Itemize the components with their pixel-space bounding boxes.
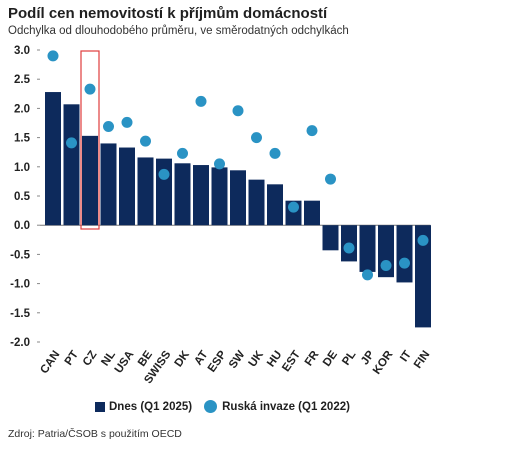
legend-label-dot: Ruská invaze (Q1 2022)	[222, 400, 350, 413]
dot-it	[399, 257, 410, 269]
y-tick-label: -1.0	[10, 279, 30, 291]
x-tick-label-kor: KOR	[371, 348, 396, 376]
y-tick-label: 0.5	[14, 191, 31, 203]
dot-at	[195, 95, 207, 107]
x-tick-label-uk: UK	[247, 348, 267, 369]
legend: Dnes (Q1 2025) Ruská invaze (Q1 2022)	[95, 400, 362, 413]
bar-jp	[359, 225, 376, 272]
bar-hu	[267, 184, 283, 226]
dot-pt	[66, 137, 77, 149]
dot-swiss	[158, 168, 170, 180]
y-tick-label: 2.5	[14, 74, 31, 86]
y-tick-label: 1.5	[14, 133, 31, 145]
x-tick-label-est: EST	[280, 349, 303, 374]
dot-nl	[103, 121, 114, 133]
bar-it	[396, 225, 413, 283]
dot-cz	[84, 83, 96, 95]
dot-sw	[232, 105, 244, 117]
bar-nl	[100, 143, 117, 226]
y-tick-label: -0.5	[10, 249, 30, 261]
chart-title: Podíl cen nemovitostí k příjmům domácnos…	[8, 5, 328, 22]
y-tick-label: -1.5	[10, 308, 30, 320]
y-tick-label: 1.0	[14, 162, 30, 174]
dot-kor	[380, 259, 392, 271]
y-tick-label: 3.0	[14, 45, 30, 57]
dot-uk	[251, 132, 262, 144]
x-tick-label-it: IT	[398, 349, 414, 364]
highlight-box-cz	[80, 50, 100, 230]
x-tick-label-can: CAN	[38, 349, 62, 376]
y-tick-label: 2.0	[14, 103, 30, 115]
x-tick-label-dk: DK	[173, 348, 193, 369]
x-tick-label-pt: PT	[63, 349, 81, 368]
y-tick-label: 0.0	[14, 220, 30, 232]
bar-cz	[82, 135, 98, 226]
chart-plot: 3.0 2.5 2.0 1.5 1.0 0.5 0.0 -0.5 -1.0 -1.5 -2.0 CAN…	[10, 45, 432, 386]
dot-fin	[417, 234, 429, 246]
legend-item-dot: Ruská invaze (Q1 2022)	[204, 400, 350, 413]
dot-pl	[343, 242, 355, 254]
dot-be	[140, 135, 151, 147]
bar-de	[322, 225, 339, 251]
bar-fin	[415, 225, 431, 328]
dot-est	[288, 201, 299, 213]
bar-pt	[63, 104, 80, 226]
bar-swiss	[156, 158, 172, 226]
dot-hu	[269, 147, 281, 159]
x-tick-label-fin: FIN	[412, 349, 432, 371]
dot-usa	[121, 116, 133, 128]
x-tick-label-de: DE	[321, 349, 340, 369]
source-note: Zdroj: Patria/ČSOB s použitím OECD	[8, 428, 182, 440]
bar-be	[137, 157, 154, 226]
legend-swatch-bar	[95, 401, 105, 412]
legend-label-bar: Dnes (Q1 2025)	[109, 400, 193, 413]
bar-can	[45, 92, 61, 226]
x-tick-label-cz: CZ	[81, 349, 100, 368]
legend-swatch-dot	[204, 400, 218, 413]
x-tick-label-esp: ESP	[206, 349, 229, 375]
bar-uk	[248, 179, 265, 226]
dot-fr	[306, 125, 318, 137]
legend-item-bar: Dnes (Q1 2025)	[95, 401, 192, 413]
x-tick-label-usa: USA	[113, 349, 137, 376]
x-tick-label-pl: PL	[340, 349, 358, 368]
dot-dk	[177, 147, 188, 159]
dot-jp	[362, 269, 373, 281]
x-tick-label-sw: SW	[227, 349, 248, 371]
bar-sw	[230, 170, 246, 226]
dot-de	[325, 173, 336, 185]
bar-dk	[174, 163, 191, 226]
dot-can	[47, 50, 59, 62]
bar-esp	[211, 167, 228, 226]
chart-subtitle: Odchylka od dlouhodobého průměru, ve smě…	[8, 25, 349, 37]
bar-usa	[119, 147, 135, 226]
y-tick-label: -2.0	[10, 337, 30, 349]
bar-at	[193, 165, 209, 226]
dot-esp	[214, 158, 225, 170]
x-tick-label-fr: FR	[303, 348, 322, 368]
bar-fr	[304, 200, 320, 226]
